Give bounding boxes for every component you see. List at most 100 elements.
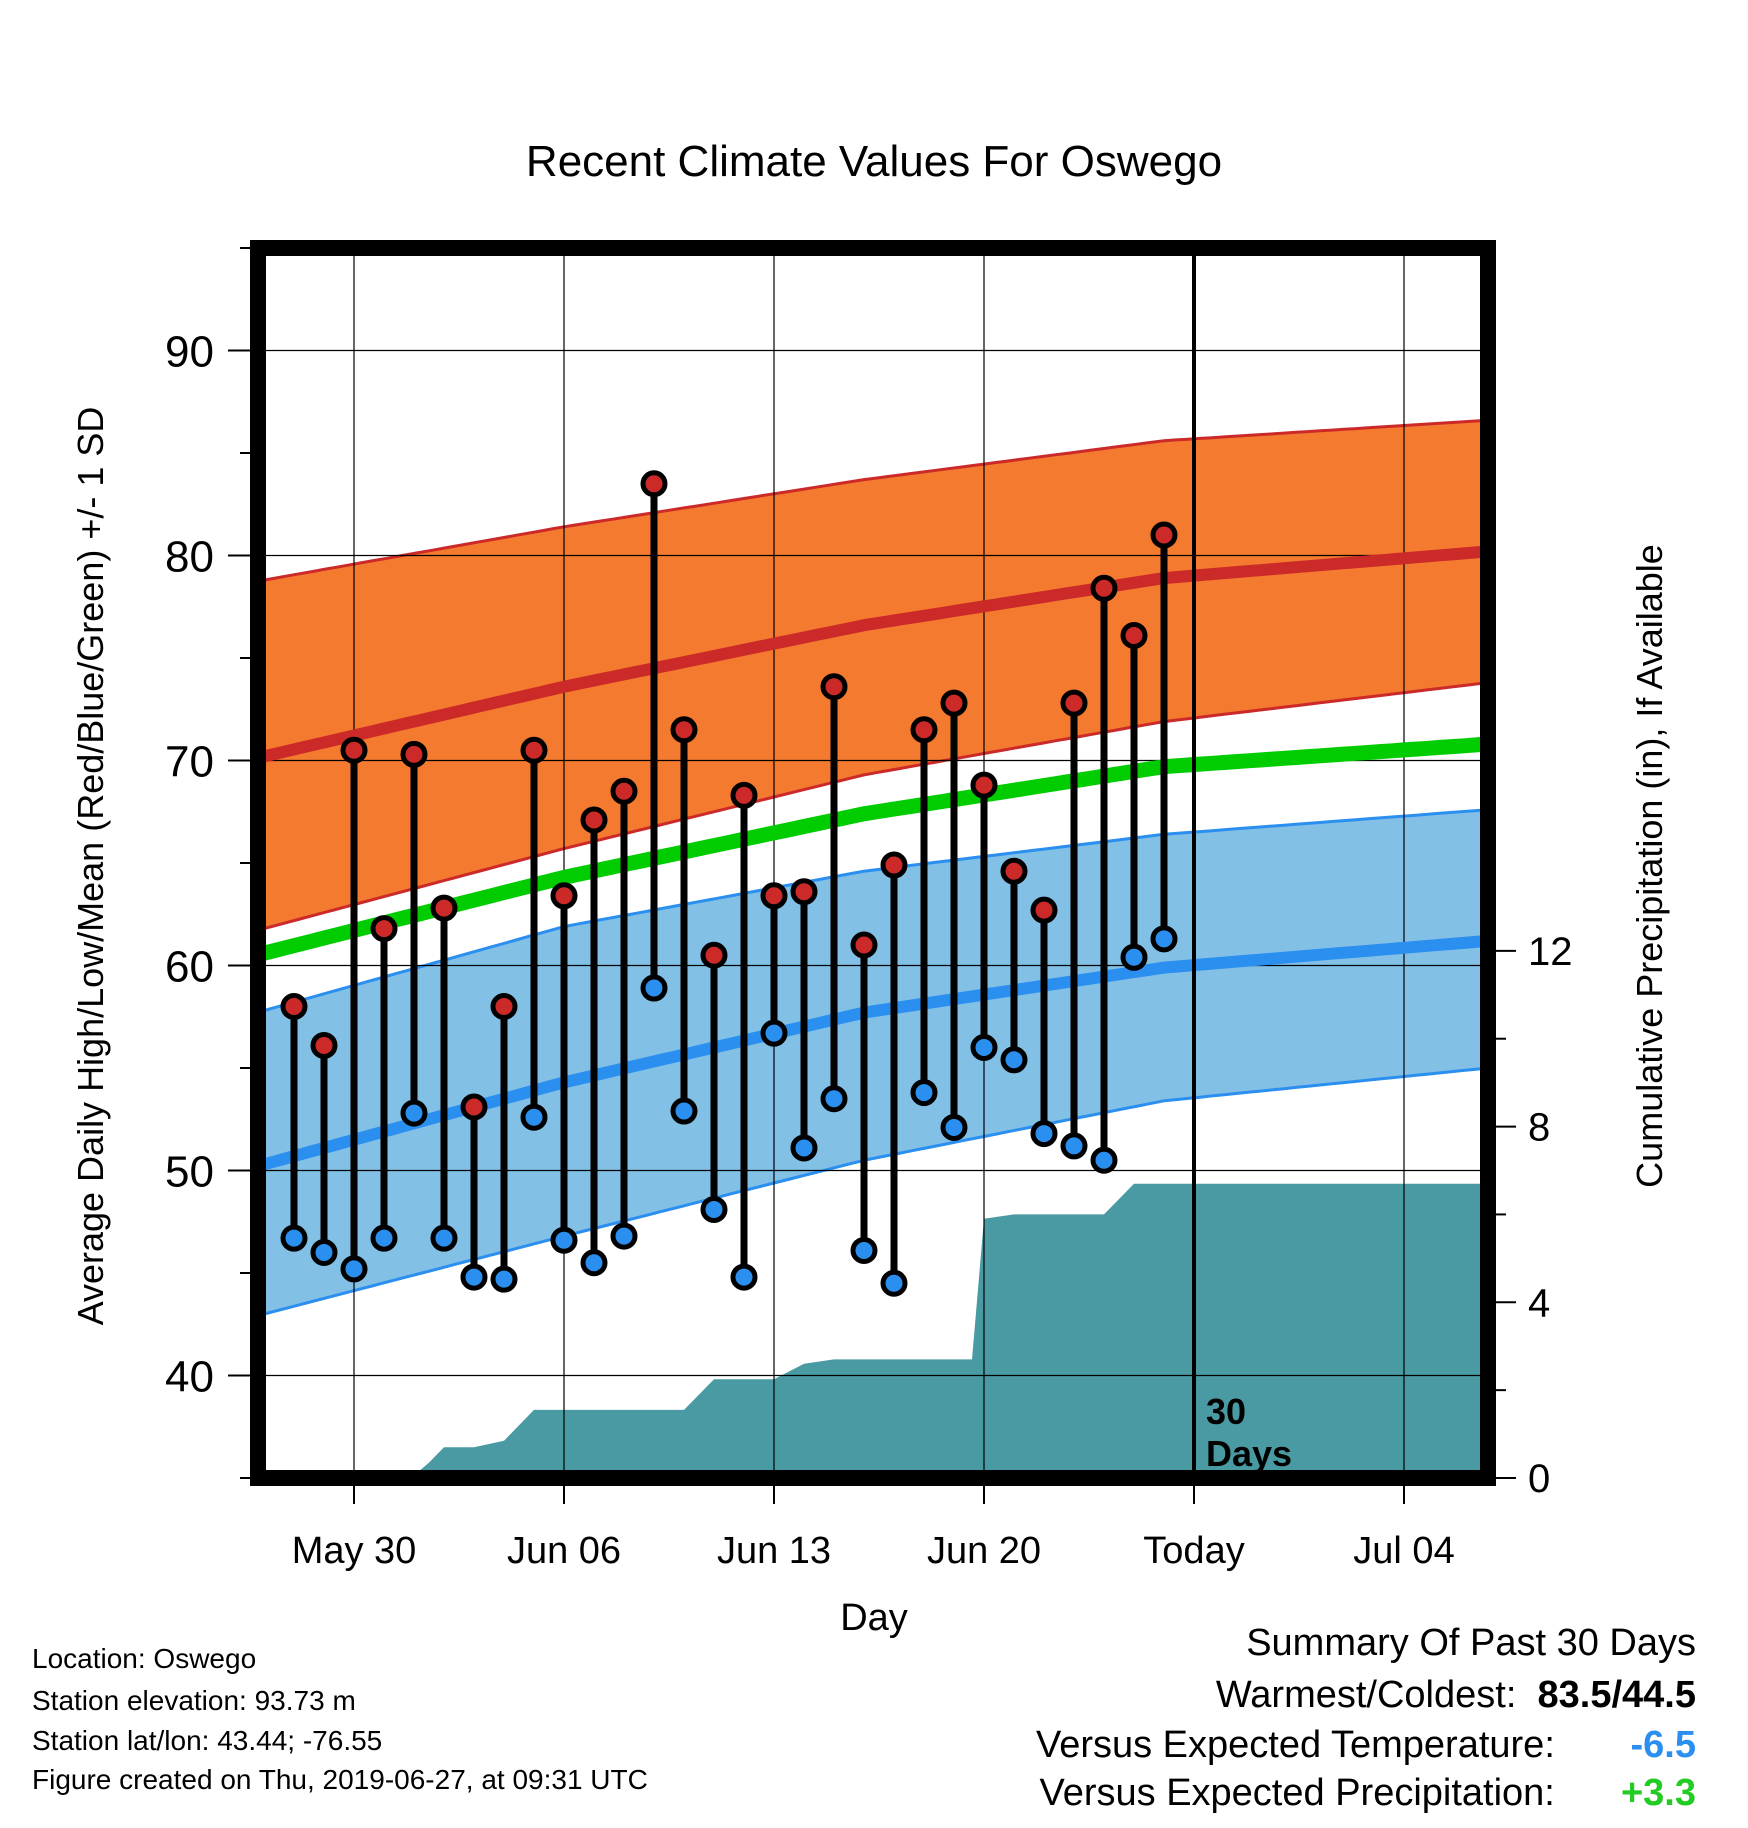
observed-low-point [640,974,668,1002]
today-days-label: Days [1206,1433,1292,1474]
observed-low-point [820,1085,848,1113]
observed-low-point [1150,925,1178,953]
observed-high-point [640,470,668,498]
observed-high-point [340,736,368,764]
y2-tick-label: 8 [1528,1106,1550,1150]
low-upper-line [263,808,1488,1013]
x-tick-label: Jul 04 [1353,1530,1454,1572]
observed-low-point [370,1224,398,1252]
observed-high-point [1060,689,1088,717]
observed-high-point [1150,521,1178,549]
observed-high-point [1090,574,1118,602]
high-upper-line [263,418,1488,582]
observed-low-point [550,1226,578,1254]
observed-low-point [430,1224,458,1252]
x-tick-label: Jun 06 [507,1530,621,1572]
precip-area [282,1183,1488,1478]
observed-low-point [310,1239,338,1266]
observed-high-point [700,941,728,969]
observed-high-point [910,716,938,744]
observed-low-point [790,1134,818,1162]
x-tick-label: Jun 20 [927,1530,1041,1572]
y-tick-label: 60 [165,943,214,992]
observed-low-point [1120,943,1148,971]
low-lower-line [263,1066,1488,1316]
observed-low-point [520,1103,548,1131]
mean-normal-line [262,736,1488,961]
info-created: Figure created on Thu, 2019-06-27, at 09… [32,1764,648,1795]
y-tick-label: 40 [165,1353,214,1402]
observed-low-point [700,1195,728,1223]
observed-high-point [580,806,608,834]
x-axis-label: Day [840,1597,908,1639]
observed-high-point [670,716,698,744]
summary-precip-label: Versus Expected Precipitation: [1039,1772,1555,1814]
observed-high-point [790,878,818,906]
observed-low-point [1090,1146,1118,1174]
y2-tick-label: 4 [1528,1281,1550,1325]
observed-high-point [370,915,398,943]
observed-low-point [760,1019,788,1047]
observed-high-point [760,882,788,910]
observed-high-point [1030,896,1058,924]
observed-high-point [940,689,968,717]
summary-temp-row: Versus Expected Temperature: -6.5 [1036,1726,1696,1764]
y2-axis-label: Cumulative Precipitation (in), If Availa… [1629,544,1670,1188]
observed-low-point [340,1255,368,1283]
info-latlon: Station lat/lon: 43.44; -76.55 [32,1725,383,1756]
observed-low-point [880,1269,908,1297]
observed-high-point [610,777,638,805]
observed-high-point [550,882,578,910]
observed-low-point [940,1113,968,1141]
y2-tick-label: 0 [1528,1457,1550,1501]
observed-low-point [970,1034,998,1061]
observed-low-point [280,1224,308,1252]
chart-title: Recent Climate Values For Oswego [526,137,1222,186]
summary-warmest-label: Warmest/Coldest: [1215,1674,1517,1716]
summary-precip-value: +3.3 [1620,1772,1696,1814]
observed-low-point [910,1079,938,1107]
observed-high-point [310,1031,338,1059]
summary-precip-row: Versus Expected Precipitation: +3.3 [1036,1774,1696,1812]
observed-low-point [1000,1046,1028,1074]
y-tick-label: 90 [165,328,214,377]
observed-high-point [970,771,998,799]
plot-frame [250,240,1496,1486]
summary-warmest-value: 83.5/44.5 [1537,1674,1696,1716]
observed-low-point [610,1222,638,1250]
observed-low-point [460,1263,488,1291]
summary-warmest-row: Warmest/Coldest: 83.5/44.5 [1036,1676,1696,1714]
observed-low-point [1030,1120,1058,1148]
y-axis-label: Average Daily High/Low/Mean (Red/Blue/Gr… [70,407,111,1326]
observed-low-point [670,1097,698,1125]
today-days-label: 30 [1206,1391,1246,1432]
observed-low-point [490,1265,518,1293]
observed-low-point [730,1263,758,1291]
summary-heading: Summary Of Past 30 Days [1246,1622,1696,1664]
high-lower-line [263,681,1488,931]
x-tick-label: May 30 [292,1530,417,1572]
observed-low-point [580,1249,608,1277]
summary-temp-label: Versus Expected Temperature: [1035,1724,1555,1766]
observed-low-point [850,1236,878,1264]
x-tick-label: Today [1143,1530,1244,1572]
info-location: Location: Oswego [32,1643,257,1674]
high-sd-band [264,420,1488,929]
observed-high-point [1120,621,1148,649]
y-tick-label: 70 [165,738,214,787]
summary-temp-value: -6.5 [1630,1724,1696,1766]
summary-panel: Summary Of Past 30 Days Warmest/Coldest:… [1036,1624,1696,1812]
info-elevation: Station elevation: 93.73 m [32,1685,356,1716]
observed-high-point [730,781,758,809]
observed-high-point [280,993,308,1020]
observed-high-point [850,931,878,959]
low-sd-band [264,809,1488,1314]
high-normal-line [262,545,1488,763]
observed-low-point [1060,1132,1088,1160]
y-tick-label: 80 [165,533,214,582]
x-tick-label: Jun 13 [717,1530,831,1572]
observed-high-point [400,740,428,768]
observed-high-point [430,894,458,922]
y2-tick-label: 12 [1528,930,1573,974]
